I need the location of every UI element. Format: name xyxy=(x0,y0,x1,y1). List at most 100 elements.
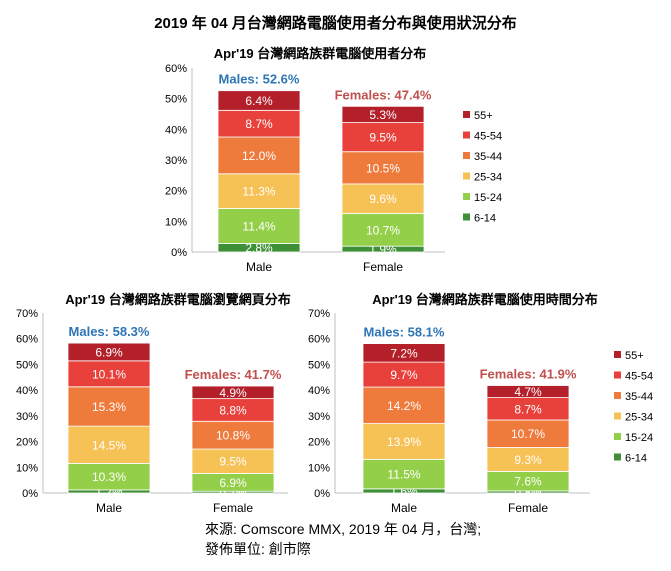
bar-segment-male-15-24 xyxy=(217,208,301,244)
bar-segment-female-55+ xyxy=(191,385,275,400)
y-tick-label: 20% xyxy=(308,437,330,449)
bar-value-label: 10.3% xyxy=(92,470,126,484)
bar-segment-male-35-44 xyxy=(67,386,151,427)
x-category-label: Female xyxy=(213,501,253,515)
bar-value-label: 9.5% xyxy=(219,455,247,469)
legend-label: 15-24 xyxy=(625,432,653,444)
bar-segment-female-15-24 xyxy=(341,212,425,247)
y-tick-label: 70% xyxy=(308,308,330,320)
bar-value-label: 11.4% xyxy=(242,219,275,233)
x-category-label: Female xyxy=(363,260,403,274)
bar-segment-female-35-44 xyxy=(191,420,275,450)
bar-segment-male-15-24 xyxy=(362,458,446,490)
bar-value-label: 9.5% xyxy=(369,131,397,145)
bar-value-label: 10.1% xyxy=(92,367,126,381)
source-note: 來源: Comscore MMX, 2019 年 04 月，台灣; 發佈單位: … xyxy=(205,519,481,559)
bar-segment-female-55+ xyxy=(341,105,425,123)
bar-segment-male-45-54 xyxy=(362,361,446,388)
legend-label: 55+ xyxy=(625,350,644,362)
y-tick-label: 40% xyxy=(16,385,38,397)
source-line: 來源: Comscore MMX, 2019 年 04 月，台灣; xyxy=(205,521,482,537)
legend-label: 55+ xyxy=(474,110,493,122)
y-tick-label: 0% xyxy=(314,488,330,500)
legend-label: 6-14 xyxy=(625,453,647,465)
legend-swatch-25-34 xyxy=(614,412,621,420)
legend-label: 25-34 xyxy=(625,412,653,424)
chart-computer-user-distribution: Apr'19 台灣網路族群電腦使用者分布 0% 10% 20% 30% 40% 50% 60%… xyxy=(165,46,502,274)
bar-value-label: 4.7% xyxy=(514,385,542,399)
bar-segment-male-25-34 xyxy=(217,173,301,209)
x-category-label: Male xyxy=(246,260,272,274)
y-tick-label: 20% xyxy=(16,437,38,449)
legend-label: 35-44 xyxy=(474,151,502,163)
chart-title: Apr'19 台灣網路族群電腦使用時間分布 xyxy=(372,292,598,307)
chart-title: Apr'19 台灣網路族群電腦使用者分布 xyxy=(214,46,427,61)
bar-segment-female-55+ xyxy=(486,385,570,398)
y-tick-label: 50% xyxy=(16,359,38,371)
legend-label: 15-24 xyxy=(474,192,502,204)
legend-label: 35-44 xyxy=(625,391,653,403)
legend-swatch-6-14 xyxy=(614,453,621,461)
legend-swatch-15-24 xyxy=(463,193,470,200)
y-tick-label: 40% xyxy=(308,385,330,397)
bar-value-label: 9.3% xyxy=(514,453,542,467)
bar-value-label: 10.7% xyxy=(511,427,545,441)
bar-value-label: 8.8% xyxy=(219,403,247,417)
bar-value-label: 9.6% xyxy=(369,192,397,206)
legend-swatch-6-14 xyxy=(463,213,470,221)
legend-label: 25-34 xyxy=(474,172,502,184)
bar-value-label: 12.0% xyxy=(242,149,276,163)
bar-value-label: 14.5% xyxy=(92,438,126,452)
male-total-label: Males: 58.3% xyxy=(69,324,150,339)
bar-value-label: 6.9% xyxy=(95,345,123,359)
y-tick-label: 10% xyxy=(308,462,330,474)
bar-segment-male-55+ xyxy=(67,342,151,362)
y-tick-label: 30% xyxy=(308,411,330,423)
y-tick-label: 10% xyxy=(165,216,187,228)
bar-value-label: 15.3% xyxy=(92,400,126,414)
y-tick-label: 40% xyxy=(165,124,187,136)
bar-segment-male-15-24 xyxy=(67,463,151,491)
bar-value-label: 6.9% xyxy=(219,476,247,490)
y-tick-label: 10% xyxy=(16,462,38,474)
bar-value-label: 8.7% xyxy=(245,117,273,131)
legend-swatch-35-44 xyxy=(614,392,621,399)
bar-value-label: 14.2% xyxy=(387,399,421,413)
legend-swatch-45-54 xyxy=(463,131,470,139)
male-total-label: Males: 52.6% xyxy=(219,72,300,87)
legend-swatch-55+ xyxy=(463,111,470,118)
bar-segment-male-35-44 xyxy=(217,136,301,175)
x-category-label: Male xyxy=(96,501,122,515)
legend-label: 45-54 xyxy=(474,131,502,143)
bar-segment-female-25-34 xyxy=(191,448,275,474)
bar-segment-male-25-34 xyxy=(67,425,151,464)
publisher-line: 發佈單位: 創市際 xyxy=(205,541,311,557)
female-total-label: Females: 41.7% xyxy=(185,367,282,382)
legend-swatch-55+ xyxy=(614,351,621,358)
legend-swatch-35-44 xyxy=(463,152,470,159)
y-tick-label: 60% xyxy=(165,63,187,75)
y-tick-label: 50% xyxy=(165,94,187,106)
bar-segment-female-35-44 xyxy=(341,151,425,185)
bar-segment-female-25-34 xyxy=(341,183,425,214)
bar-value-label: 8.7% xyxy=(514,402,542,416)
bar-segment-male-55+ xyxy=(362,343,446,363)
y-tick-label: 50% xyxy=(308,359,330,371)
bar-value-label: 6.4% xyxy=(245,94,273,108)
y-tick-label: 0% xyxy=(171,247,187,259)
bar-segment-female-45-54 xyxy=(341,122,425,153)
male-total-label: Males: 58.1% xyxy=(364,325,445,340)
bar-value-label: 4.9% xyxy=(219,386,247,400)
y-tick-label: 30% xyxy=(16,411,38,423)
bar-value-label: 10.5% xyxy=(366,161,400,175)
y-tick-label: 60% xyxy=(16,334,38,346)
chart-title: Apr'19 台灣網路族群電腦瀏覽網頁分布 xyxy=(65,292,291,307)
bar-value-label: 7.2% xyxy=(390,346,418,360)
legend-swatch-15-24 xyxy=(614,433,621,440)
bar-segment-male-45-54 xyxy=(217,109,301,138)
female-total-label: Females: 41.9% xyxy=(480,367,577,382)
y-tick-label: 0% xyxy=(22,488,38,500)
bar-value-label: 10.8% xyxy=(216,429,250,443)
